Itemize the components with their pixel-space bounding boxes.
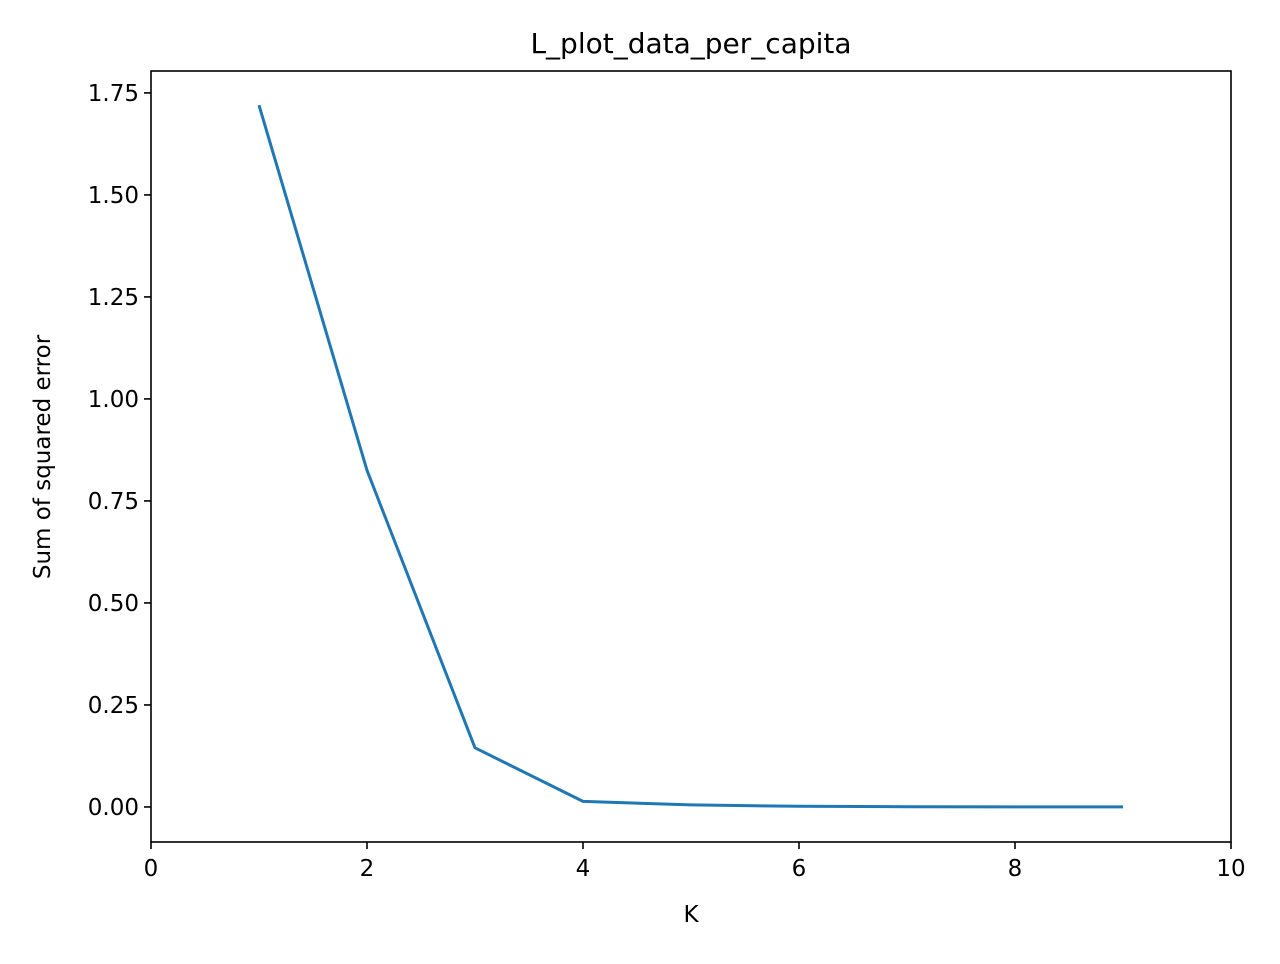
series-line [257, 104, 1123, 809]
series-point [258, 104, 261, 107]
chart-title: L_plot_data_per_capita [530, 27, 851, 60]
series-point [474, 746, 477, 749]
x-tick-label: 4 [576, 856, 591, 882]
x-tick-label: 8 [1008, 856, 1023, 882]
x-tick-label: 10 [1216, 856, 1245, 882]
y-tick-label: 1.00 [88, 387, 139, 413]
x-axis-label: K [683, 902, 699, 928]
x-tick-label: 0 [144, 856, 159, 882]
series-point [798, 805, 801, 808]
y-tick-label: 0.00 [88, 795, 139, 821]
series-point [366, 469, 369, 472]
series-point [1122, 805, 1125, 808]
series-point [690, 803, 693, 806]
series-point [906, 805, 909, 808]
y-tick-label: 0.50 [88, 591, 139, 617]
x-tick-label: 2 [360, 856, 375, 882]
y-axis-label: Sum of squared error [30, 334, 56, 579]
x-tick-label: 6 [792, 856, 807, 882]
y-tick-label: 1.25 [88, 285, 139, 311]
series-point [1014, 805, 1017, 808]
plot-area-frame [150, 70, 1232, 843]
x-axis-ticks: 0 2 4 6 8 10 [144, 842, 1246, 882]
y-tick-label: 1.50 [88, 183, 139, 209]
y-tick-label: 0.25 [88, 693, 139, 719]
y-axis-ticks: 0.00 0.25 0.50 0.75 1.00 1.25 1.50 1.75 [88, 81, 151, 821]
series-layer [257, 104, 1125, 809]
y-tick-label: 1.75 [88, 81, 139, 107]
series-point [582, 800, 585, 803]
y-tick-label: 0.75 [88, 489, 139, 515]
